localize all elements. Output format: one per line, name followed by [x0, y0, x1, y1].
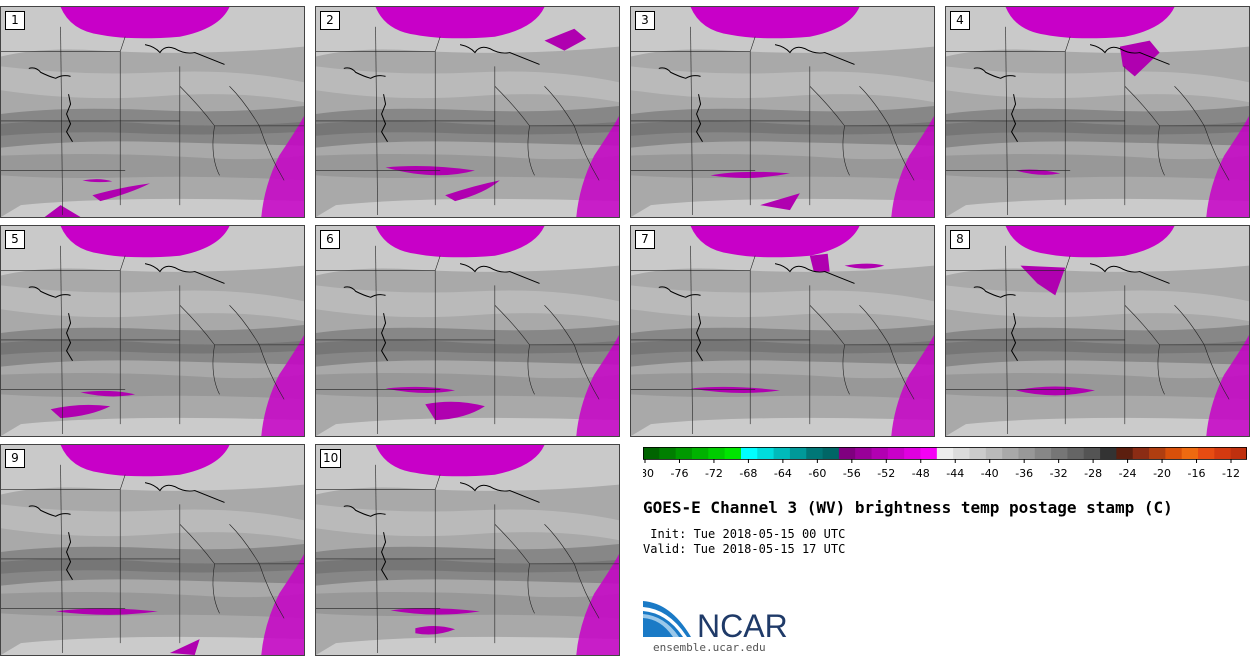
colorbar-segment	[724, 447, 742, 459]
ensemble-member-panel: 3	[630, 6, 935, 218]
map	[316, 7, 619, 217]
colorbar-segment	[1165, 447, 1183, 459]
panel-number: 1	[5, 11, 25, 30]
map	[316, 445, 619, 655]
colorbar-tick-label: -20	[1153, 467, 1171, 480]
map	[1, 445, 304, 655]
colorbar-segment	[1051, 447, 1068, 459]
logo-text: NCAR	[697, 608, 788, 643]
panel-number: 7	[635, 230, 655, 249]
panel-number: 3	[635, 11, 655, 30]
colorbar-segment	[838, 447, 856, 459]
map	[946, 226, 1249, 436]
colorbar-tick-label: -68	[739, 467, 757, 480]
colorbar-segment	[1181, 447, 1199, 459]
colorbar-tick-label: -80	[643, 467, 654, 480]
colorbar-segment	[757, 447, 775, 459]
colorbar-segment	[691, 447, 709, 459]
ensemble-member-panel: 5	[0, 225, 305, 437]
map	[1, 226, 304, 436]
colorbar-segment	[1018, 447, 1036, 459]
panel-number: 10	[320, 449, 342, 468]
map	[631, 7, 934, 217]
colorbar-segment	[1132, 447, 1150, 459]
ensemble-member-panel: 4	[945, 6, 1250, 218]
map	[316, 226, 619, 436]
colorbar-segment	[855, 447, 873, 459]
init-time: Init: Tue 2018-05-15 00 UTC	[643, 527, 846, 541]
colorbar-tick-label: -64	[774, 467, 792, 480]
colorbar-tick-label: -32	[1050, 467, 1068, 480]
colorbar-segment	[1034, 447, 1052, 459]
colorbar-tick-label: -60	[808, 467, 826, 480]
colorbar-segment	[773, 447, 791, 459]
colorbar-segment	[789, 447, 807, 459]
colorbar-segment	[936, 447, 954, 459]
colorbar-segment	[920, 447, 938, 459]
colorbar-tick-label: -16	[1188, 467, 1206, 480]
panel-number: 2	[320, 11, 340, 30]
map	[631, 226, 934, 436]
colorbar-segment	[985, 447, 1003, 459]
panel-number: 4	[950, 11, 970, 30]
colorbar-tick-label: -72	[705, 467, 723, 480]
colorbar-tick-label: -44	[946, 467, 964, 480]
ensemble-member-panel: 1	[0, 6, 305, 218]
figure-title: GOES-E Channel 3 (WV) brightness temp po…	[643, 498, 1173, 517]
colorbar-tick-label: -52	[877, 467, 895, 480]
colorbar-segment	[1083, 447, 1101, 459]
colorbar-tick-label: -24	[1119, 467, 1137, 480]
ensemble-member-panel: 6	[315, 225, 620, 437]
colorbar-tick-label: -40	[981, 467, 999, 480]
colorbar-segment	[659, 447, 677, 459]
panel-number: 9	[5, 449, 25, 468]
colorbar-tick-label: -48	[912, 467, 930, 480]
colorbar-tick-label: -12	[1222, 467, 1240, 480]
ensemble-member-panel: 9	[0, 444, 305, 656]
colorbar-tick-label: -76	[670, 467, 688, 480]
ensemble-member-panel: 7	[630, 225, 935, 437]
panel-number: 8	[950, 230, 970, 249]
valid-time: Valid: Tue 2018-05-15 17 UTC	[643, 542, 846, 556]
map	[946, 7, 1249, 217]
site-url: ensemble.ucar.edu	[653, 641, 766, 654]
colorbar-segment	[1067, 447, 1085, 459]
colorbar-segment	[1230, 447, 1247, 459]
panel-number: 6	[320, 230, 340, 249]
colorbar: -80 -76 -72 -68 -64 -60 -56 -52 -48 -44 -40 -36 -32 -…	[643, 447, 1247, 480]
colorbar-segment	[887, 447, 905, 459]
colorbar-tick-label: -56	[843, 467, 861, 480]
colorbar-segment	[953, 447, 970, 459]
colorbar-segment	[1100, 447, 1117, 459]
colorbar-segment	[871, 447, 889, 459]
colorbar-segment	[1214, 447, 1232, 459]
ncar-logo: NCAR	[643, 601, 788, 643]
colorbar-segment	[822, 447, 840, 459]
panel-number: 5	[5, 230, 25, 249]
ensemble-member-panel: 8	[945, 225, 1250, 437]
colorbar-segment	[1198, 447, 1215, 459]
colorbar-segment	[1002, 447, 1019, 459]
colorbar-segment	[1116, 447, 1134, 459]
colorbar-segment	[806, 447, 824, 459]
colorbar-segment	[904, 447, 922, 459]
map	[1, 7, 304, 217]
colorbar-segment	[1149, 447, 1166, 459]
colorbar-segment	[643, 447, 660, 459]
colorbar-tick-label: -28	[1084, 467, 1102, 480]
colorbar-tick-label: -36	[1015, 467, 1033, 480]
ensemble-member-panel: 10	[315, 444, 620, 656]
colorbar-segment	[675, 447, 693, 459]
ensemble-member-panel: 2	[315, 6, 620, 218]
colorbar-segment	[708, 447, 726, 459]
colorbar-segment	[969, 447, 987, 459]
colorbar-segment	[740, 447, 758, 459]
